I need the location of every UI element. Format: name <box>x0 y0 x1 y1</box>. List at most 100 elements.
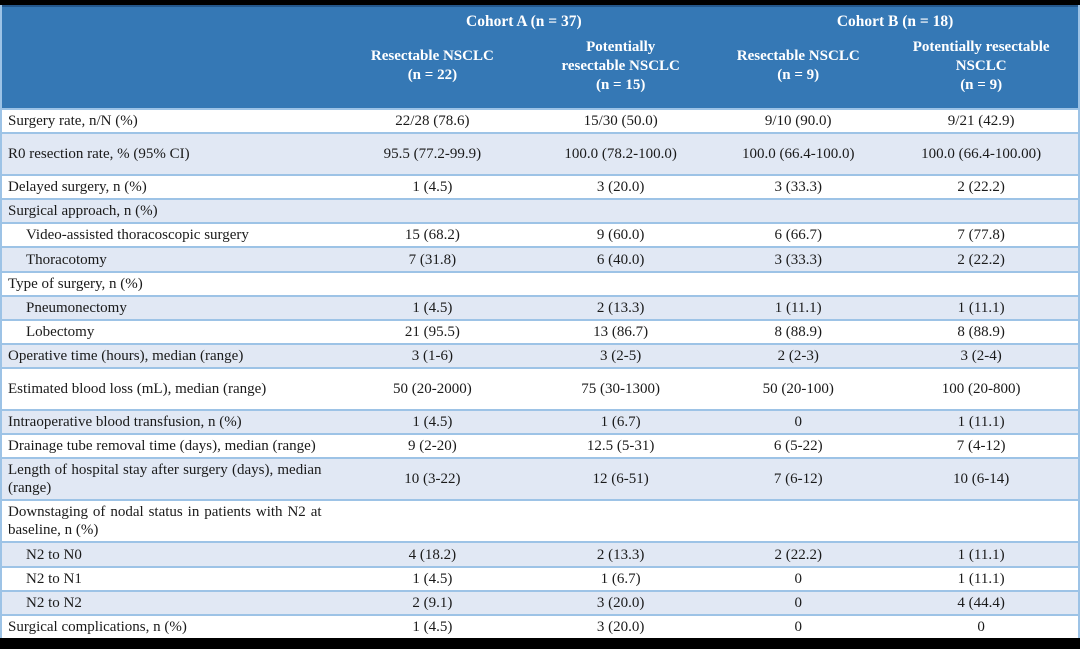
row-label: Operative time (hours), median (range) <box>2 342 336 368</box>
cell-value: 100.0 (78.2-100.0) <box>529 132 713 176</box>
cell-value: 2 (13.3) <box>529 294 713 320</box>
cell-value: 0 <box>712 589 885 615</box>
cell-value <box>884 270 1078 296</box>
header-empty-cell <box>2 5 336 32</box>
row-label: Pneumonectomy <box>2 294 336 320</box>
cell-value: 6 (40.0) <box>529 246 713 272</box>
section-row: Downstaging of nodal status in patients … <box>2 499 1078 543</box>
table-row: Drainage tube removal time (days), media… <box>2 433 1078 459</box>
cell-value: 100.0 (66.4-100.00) <box>884 132 1078 176</box>
cell-value: 95.5 (77.2-99.9) <box>335 132 530 176</box>
cell-value <box>335 499 530 543</box>
cell-value: 8 (88.9) <box>884 318 1078 344</box>
cell-value: 3 (20.0) <box>529 174 713 200</box>
cell-value: 6 (5-22) <box>712 433 885 459</box>
cell-value <box>712 198 885 224</box>
cell-value: 1 (4.5) <box>335 294 530 320</box>
table-row: Length of hospital stay after surgery (d… <box>2 457 1078 501</box>
cell-value: 7 (77.8) <box>884 222 1078 248</box>
cell-value: 1 (11.1) <box>884 409 1078 435</box>
table-row: Surgery rate, n/N (%) 22/28 (78.6) 15/30 (… <box>2 107 1078 134</box>
row-label: Lobectomy <box>2 318 336 344</box>
cell-value <box>884 499 1078 543</box>
cell-value: 4 (18.2) <box>335 541 530 567</box>
cell-value <box>529 270 713 296</box>
row-label: Surgical approach, n (%) <box>2 198 336 224</box>
row-label: Length of hospital stay after surgery (d… <box>2 457 336 501</box>
section-row: Type of surgery, n (%) <box>2 270 1078 296</box>
row-label: Thoracotomy <box>2 246 336 272</box>
row-label: Surgical complications, n (%) <box>2 613 336 638</box>
cell-value: 3 (1-6) <box>335 342 530 368</box>
cell-value <box>712 499 885 543</box>
cell-value: 7 (4-12) <box>884 433 1078 459</box>
cell-value: 21 (95.5) <box>335 318 530 344</box>
cell-value: 3 (20.0) <box>529 589 713 615</box>
cell-value: 9/21 (42.9) <box>884 107 1078 134</box>
table-frame: Cohort A (n = 37) Cohort B (n = 18) Rese… <box>0 5 1080 638</box>
cell-value: 0 <box>712 613 885 638</box>
cell-value: 3 (20.0) <box>529 613 713 638</box>
row-label: N2 to N2 <box>2 589 336 615</box>
cell-value: 3 (33.3) <box>712 246 885 272</box>
cell-value: 12 (6-51) <box>529 457 713 501</box>
table-row: Lobectomy 21 (95.5) 13 (86.7) 8 (88.9) 8 (88… <box>2 318 1078 344</box>
cell-value: 2 (22.2) <box>712 541 885 567</box>
cell-value: 1 (4.5) <box>335 174 530 200</box>
cell-value: 13 (86.7) <box>529 318 713 344</box>
table-row: N2 to N2 2 (9.1) 3 (20.0) 0 4 (44.4) <box>2 589 1078 615</box>
cell-value <box>529 499 713 543</box>
cell-value: 0 <box>712 409 885 435</box>
table-row: Intraoperative blood transfusion, n (%) 1… <box>2 409 1078 435</box>
row-label: Delayed surgery, n (%) <box>2 174 336 200</box>
table-header: Cohort A (n = 37) Cohort B (n = 18) Rese… <box>2 5 1078 109</box>
cell-value: 1 (11.1) <box>884 565 1078 591</box>
row-label: N2 to N0 <box>2 541 336 567</box>
section-row: Surgical approach, n (%) <box>2 198 1078 224</box>
cell-value: 0 <box>712 565 885 591</box>
row-label: Downstaging of nodal status in patients … <box>2 499 336 543</box>
table-row: Pneumonectomy 1 (4.5) 2 (13.3) 1 (11.1) 1 (1… <box>2 294 1078 320</box>
cell-value: 1 (4.5) <box>335 409 530 435</box>
surgery-outcomes-table: Cohort A (n = 37) Cohort B (n = 18) Rese… <box>2 5 1078 638</box>
row-label: N2 to N1 <box>2 565 336 591</box>
cohort-a-header: Cohort A (n = 37) <box>335 5 713 32</box>
cell-value: 10 (3-22) <box>335 457 530 501</box>
column-header-resectable-b: Resectable NSCLC (n = 9) <box>712 32 885 109</box>
cell-value: 3 (2-4) <box>884 342 1078 368</box>
top-frame-bar <box>0 0 1080 5</box>
row-label: Intraoperative blood transfusion, n (%) <box>2 409 336 435</box>
cell-value: 1 (6.7) <box>529 565 713 591</box>
cell-value: 3 (2-5) <box>529 342 713 368</box>
cell-value: 1 (4.5) <box>335 565 530 591</box>
cell-value: 1 (11.1) <box>884 541 1078 567</box>
cell-value: 15 (68.2) <box>335 222 530 248</box>
subgroup-header-row: Resectable NSCLC (n = 22) Potentially re… <box>2 32 1078 109</box>
cell-value: 9/10 (90.0) <box>712 107 885 134</box>
table-row: R0 resection rate, % (95% CI) 95.5 (77.2-… <box>2 132 1078 176</box>
cell-value: 50 (20-2000) <box>335 366 530 411</box>
cell-value: 22/28 (78.6) <box>335 107 530 134</box>
row-label: Drainage tube removal time (days), media… <box>2 433 336 459</box>
column-header-potentially-resectable-b: Potentially resectable NSCLC (n = 9) <box>884 32 1078 109</box>
bottom-frame-bar <box>0 638 1080 649</box>
cell-value: 100.0 (66.4-100.0) <box>712 132 885 176</box>
table-row: Video-assisted thoracoscopic surgery 15 (… <box>2 222 1078 248</box>
column-header-resectable-a: Resectable NSCLC (n = 22) <box>335 32 530 109</box>
cell-value: 7 (31.8) <box>335 246 530 272</box>
header-empty-cell <box>2 32 336 109</box>
cell-value: 2 (22.2) <box>884 174 1078 200</box>
cohort-b-header: Cohort B (n = 18) <box>712 5 1078 32</box>
cell-value: 1 (6.7) <box>529 409 713 435</box>
cell-value: 50 (20-100) <box>712 366 885 411</box>
table-row: N2 to N1 1 (4.5) 1 (6.7) 0 1 (11.1) <box>2 565 1078 591</box>
row-label: R0 resection rate, % (95% CI) <box>2 132 336 176</box>
cell-value: 2 (22.2) <box>884 246 1078 272</box>
row-label: Type of surgery, n (%) <box>2 270 336 296</box>
cell-value: 6 (66.7) <box>712 222 885 248</box>
cell-value: 15/30 (50.0) <box>529 107 713 134</box>
cell-value: 4 (44.4) <box>884 589 1078 615</box>
cell-value <box>712 270 885 296</box>
cell-value: 1 (4.5) <box>335 613 530 638</box>
